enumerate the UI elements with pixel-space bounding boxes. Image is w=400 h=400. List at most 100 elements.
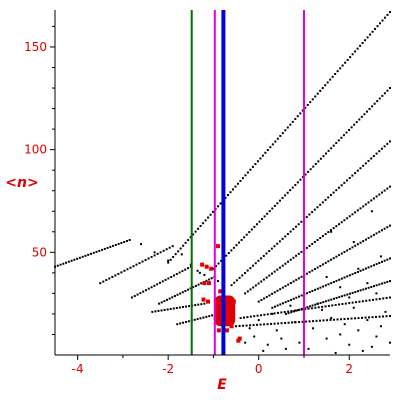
data-point [275, 329, 278, 332]
data-point [344, 61, 347, 64]
data-point [348, 343, 351, 346]
data-point [305, 215, 308, 218]
data-point [306, 292, 309, 295]
data-point [300, 250, 303, 253]
data-point [389, 296, 391, 299]
data-point [184, 320, 187, 323]
data-point [123, 269, 126, 272]
data-point [300, 275, 303, 278]
data-point [89, 252, 92, 255]
data-point [351, 246, 354, 249]
data-point [261, 154, 264, 157]
data-point [140, 243, 143, 246]
data-point [316, 92, 319, 95]
data-point [329, 194, 332, 197]
data-point [241, 177, 244, 180]
data-point [376, 25, 379, 28]
data-point [108, 277, 111, 280]
data-point [196, 318, 199, 321]
data-point [179, 247, 182, 250]
data-point [102, 280, 105, 283]
data-point [194, 284, 197, 287]
data-point [346, 293, 349, 296]
data-point [226, 194, 229, 197]
data-point [244, 341, 247, 344]
data-point [284, 301, 287, 304]
data-point [304, 106, 307, 109]
data-point [163, 300, 166, 303]
data-point [340, 252, 343, 255]
data-point [165, 248, 168, 251]
data-point [168, 297, 171, 300]
data-point [273, 322, 276, 325]
data-point [319, 237, 322, 240]
data-point [332, 297, 335, 300]
data-point [292, 310, 295, 313]
data-point [260, 299, 263, 302]
data-point [329, 318, 332, 321]
data-point [284, 194, 287, 197]
data-point [352, 306, 355, 309]
data-point [330, 298, 333, 301]
data-point [357, 317, 360, 320]
data-point [339, 333, 342, 336]
data-point [159, 251, 162, 254]
data-point [311, 269, 314, 272]
data-point [292, 256, 295, 259]
data-point [178, 271, 181, 274]
data-point [326, 319, 329, 322]
data-point [271, 292, 274, 295]
data-point [355, 121, 358, 124]
data-point [234, 185, 237, 188]
data-point [268, 250, 271, 253]
data-point [200, 282, 203, 285]
data-point [181, 306, 184, 309]
data-point [356, 209, 359, 212]
data-point [248, 327, 251, 330]
data-point [181, 291, 184, 294]
data-point [354, 244, 357, 247]
data-point [266, 323, 269, 326]
data-point [176, 323, 179, 326]
data-point [194, 230, 197, 233]
data-point [263, 297, 266, 300]
data-point [199, 317, 202, 320]
data-point [169, 307, 172, 310]
data-point [372, 285, 375, 288]
data-point [375, 263, 378, 266]
data-point [265, 276, 268, 279]
data-point [266, 343, 269, 346]
data-point [281, 302, 284, 305]
data-point [384, 16, 387, 19]
data-point [290, 311, 293, 314]
data-point [276, 311, 279, 314]
data-point [385, 296, 388, 299]
data-point [314, 303, 317, 306]
data-point [370, 285, 373, 288]
data-point [166, 298, 169, 301]
data-point [324, 305, 327, 308]
data-point [289, 281, 292, 284]
data-point [367, 237, 370, 240]
data-point [254, 262, 257, 265]
data-point [129, 266, 132, 269]
data-point [351, 174, 354, 177]
ticks: -4 -2 0 2 50 100 150 [24, 25, 353, 376]
data-point [293, 321, 296, 324]
data-point [144, 289, 147, 292]
data-point [348, 128, 351, 131]
data-point [343, 294, 346, 297]
data-point [338, 303, 341, 306]
data-point [279, 134, 282, 137]
data-point [322, 155, 325, 158]
highlight-point [231, 299, 236, 304]
data-point [197, 227, 200, 230]
data-point [210, 277, 213, 280]
data-point [346, 217, 349, 220]
y-axis-title: <n> [5, 175, 38, 191]
data-point [325, 152, 328, 155]
data-point [378, 283, 381, 286]
data-point [238, 241, 241, 244]
data-point [378, 297, 381, 300]
data-point [324, 300, 327, 303]
